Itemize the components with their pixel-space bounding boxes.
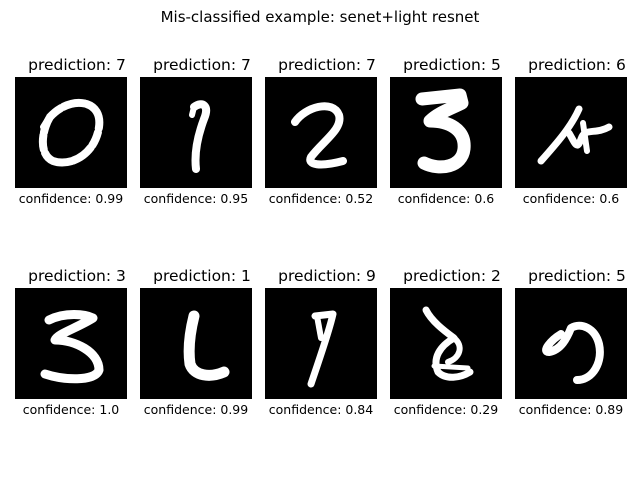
- handwritten-2-glyph: [291, 102, 347, 169]
- handwritten-8-glyph: [422, 306, 474, 381]
- prediction-label: prediction: 2: [403, 267, 501, 285]
- figure-title: Mis-classified example: senet+light resn…: [160, 8, 480, 26]
- digit-image: [15, 288, 127, 399]
- confidence-label: confidence: 0.89: [518, 402, 624, 417]
- confidence-label: confidence: 0.99: [18, 191, 124, 206]
- prediction-label: prediction: 6: [528, 56, 626, 74]
- handwritten-3-glyph: [40, 310, 104, 384]
- confidence-label: confidence: 0.99: [143, 402, 249, 417]
- handwritten-4-glyph: [537, 105, 613, 165]
- handwritten-0-glyph: [38, 98, 104, 167]
- prediction-label: prediction: 5: [528, 267, 626, 285]
- prediction-label: prediction: 5: [403, 56, 501, 74]
- digit-image: [140, 77, 252, 188]
- digit-image: [265, 77, 377, 188]
- digit-image: [265, 288, 377, 399]
- digit-image: [390, 77, 502, 188]
- prediction-label: prediction: 7: [278, 56, 376, 74]
- confidence-label: confidence: 0.6: [522, 191, 620, 206]
- digit-image: [515, 288, 627, 399]
- confidence-label: confidence: 0.29: [393, 402, 499, 417]
- confidence-label: confidence: 0.6: [397, 191, 495, 206]
- prediction-label: prediction: 3: [28, 267, 126, 285]
- prediction-label: prediction: 9: [278, 267, 376, 285]
- handwritten-1-glyph: [183, 310, 230, 381]
- handwritten-9-glyph: [542, 321, 604, 384]
- handwritten-3-glyph: [415, 88, 471, 174]
- digit-image: [15, 77, 127, 188]
- digit-image: [140, 288, 252, 399]
- handwritten-1-glyph: [189, 100, 211, 173]
- digit-image: [515, 77, 627, 188]
- prediction-label: prediction: 7: [28, 56, 126, 74]
- prediction-label: prediction: 1: [153, 267, 251, 285]
- confidence-label: confidence: 0.52: [268, 191, 374, 206]
- digit-image: [390, 288, 502, 399]
- confidence-label: confidence: 0.95: [143, 191, 249, 206]
- confidence-label: confidence: 1.0: [22, 402, 120, 417]
- handwritten-7-glyph: [307, 310, 337, 388]
- prediction-label: prediction: 7: [153, 56, 251, 74]
- confidence-label: confidence: 0.84: [268, 402, 374, 417]
